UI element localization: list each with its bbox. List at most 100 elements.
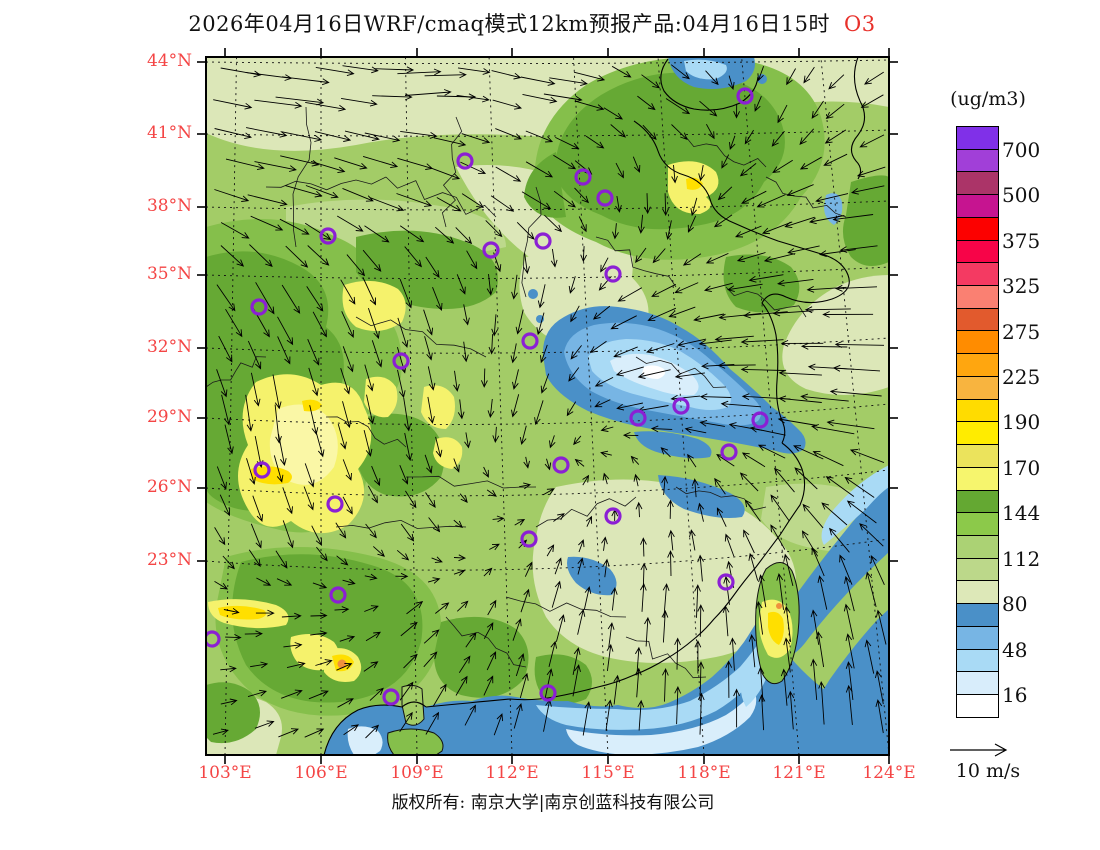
- wind-arrow: [874, 670, 884, 705]
- wind-arrow: [245, 394, 254, 432]
- wind-arrow: [314, 131, 352, 142]
- wind-arrow: [687, 453, 697, 468]
- wind-arrow: [607, 622, 615, 648]
- wind-arrow: [405, 490, 417, 509]
- province-border: [535, 496, 637, 528]
- wind-arrow: [523, 253, 530, 275]
- legend-color-box: [956, 398, 999, 423]
- city-marker: [629, 409, 647, 427]
- orange-taiwan-dot: [776, 603, 782, 609]
- wind-arrow: [220, 698, 238, 706]
- wind-arrow: [844, 575, 855, 612]
- wind-arrow: [762, 221, 793, 235]
- city-marker: [736, 87, 754, 105]
- wind-arrow: [464, 432, 471, 449]
- wind-arrow: [523, 456, 530, 469]
- wind-arrow: [282, 520, 294, 549]
- wind-arrow: [490, 195, 515, 212]
- legend-color-box: [956, 648, 999, 673]
- pale-south: [532, 479, 796, 663]
- wind-arrow: [800, 342, 848, 350]
- coastline: [850, 57, 866, 180]
- wind-arrow: [342, 578, 356, 586]
- wind-arrow: [739, 163, 757, 177]
- wind-arrow: [311, 525, 322, 546]
- wind-arrow: [510, 343, 518, 364]
- wind-arrow: [219, 494, 231, 517]
- wind-arrow: [758, 574, 767, 608]
- wind-arrow: [250, 523, 262, 549]
- wind-arrow: [803, 66, 815, 84]
- city-marker: [534, 232, 552, 250]
- map-frame: [197, 48, 898, 764]
- wind-arrow: [717, 361, 756, 369]
- blue-streak-1: [634, 431, 712, 459]
- wind-arrow: [786, 68, 796, 86]
- legend-color-box: [956, 421, 999, 446]
- wind-arrow: [369, 197, 405, 212]
- wind-arrow: [727, 283, 763, 293]
- reference-arrow: [950, 743, 1008, 757]
- wind-arrow: [399, 278, 412, 309]
- wind-arrow: [334, 606, 350, 613]
- wind-arrow: [722, 605, 730, 637]
- coastline: [323, 701, 427, 755]
- wind-arrow: [637, 214, 645, 234]
- city-marker: [319, 227, 337, 245]
- wind-arrow: [399, 465, 409, 485]
- legend-color-box: [956, 148, 999, 173]
- pale-right-coast: [782, 275, 889, 396]
- wind-arrow: [549, 77, 588, 87]
- wind-arrow: [652, 248, 666, 264]
- wind-arrow: [784, 216, 815, 229]
- wind-arrow: [610, 124, 627, 138]
- legend-value: 500: [1002, 183, 1041, 208]
- wind-arrow: [697, 692, 705, 735]
- wind-arrow: [436, 197, 462, 212]
- city-marker: [604, 507, 622, 525]
- wind-arrow: [310, 160, 346, 174]
- wind-arrow: [839, 245, 878, 253]
- gold-ne-spot: [686, 177, 703, 190]
- wind-arrow: [718, 312, 762, 321]
- wind-arrow: [514, 518, 526, 526]
- wind-arrow: [486, 274, 494, 296]
- wind-arrow: [281, 76, 330, 86]
- wind-arrow: [492, 99, 523, 110]
- wind-arrow: [551, 580, 562, 608]
- wind-arrow: [616, 402, 643, 411]
- wind-arrow: [651, 283, 677, 297]
- wind-arrow: [464, 704, 476, 726]
- wind-arrow: [278, 433, 287, 467]
- wind-arrow: [312, 311, 327, 338]
- city-marker: [604, 265, 622, 283]
- wind-arrow: [272, 374, 282, 410]
- wind-arrow: [214, 581, 229, 590]
- wind-arrow: [285, 185, 323, 198]
- wind-arrow: [220, 222, 250, 239]
- legend-color-box: [956, 489, 999, 514]
- wind-arrow: [457, 399, 465, 420]
- wind-arrow: [804, 306, 851, 314]
- legend-color-box: [956, 216, 999, 241]
- lat-label: 41°N: [146, 123, 192, 143]
- wind-arrow: [495, 166, 522, 182]
- wind-arrow: [662, 668, 669, 702]
- wind-arrow: [424, 71, 467, 79]
- wind-arrow: [307, 245, 330, 266]
- wind-arrow: [640, 537, 647, 557]
- wind-arrow: [757, 66, 765, 82]
- gold-spot-2: [302, 399, 322, 412]
- wind-arrow: [453, 370, 460, 392]
- wind-arrow: [610, 586, 618, 611]
- wind-arrow: [399, 681, 414, 701]
- wind-arrow: [574, 100, 605, 111]
- city-marker: [253, 461, 271, 479]
- wind-arrow: [221, 394, 231, 426]
- wind-arrow: [703, 282, 733, 293]
- province-border: [685, 136, 767, 168]
- wind-arrow: [544, 458, 552, 471]
- lon-gridline: [224, 57, 237, 755]
- blue-blob-white: [642, 365, 666, 379]
